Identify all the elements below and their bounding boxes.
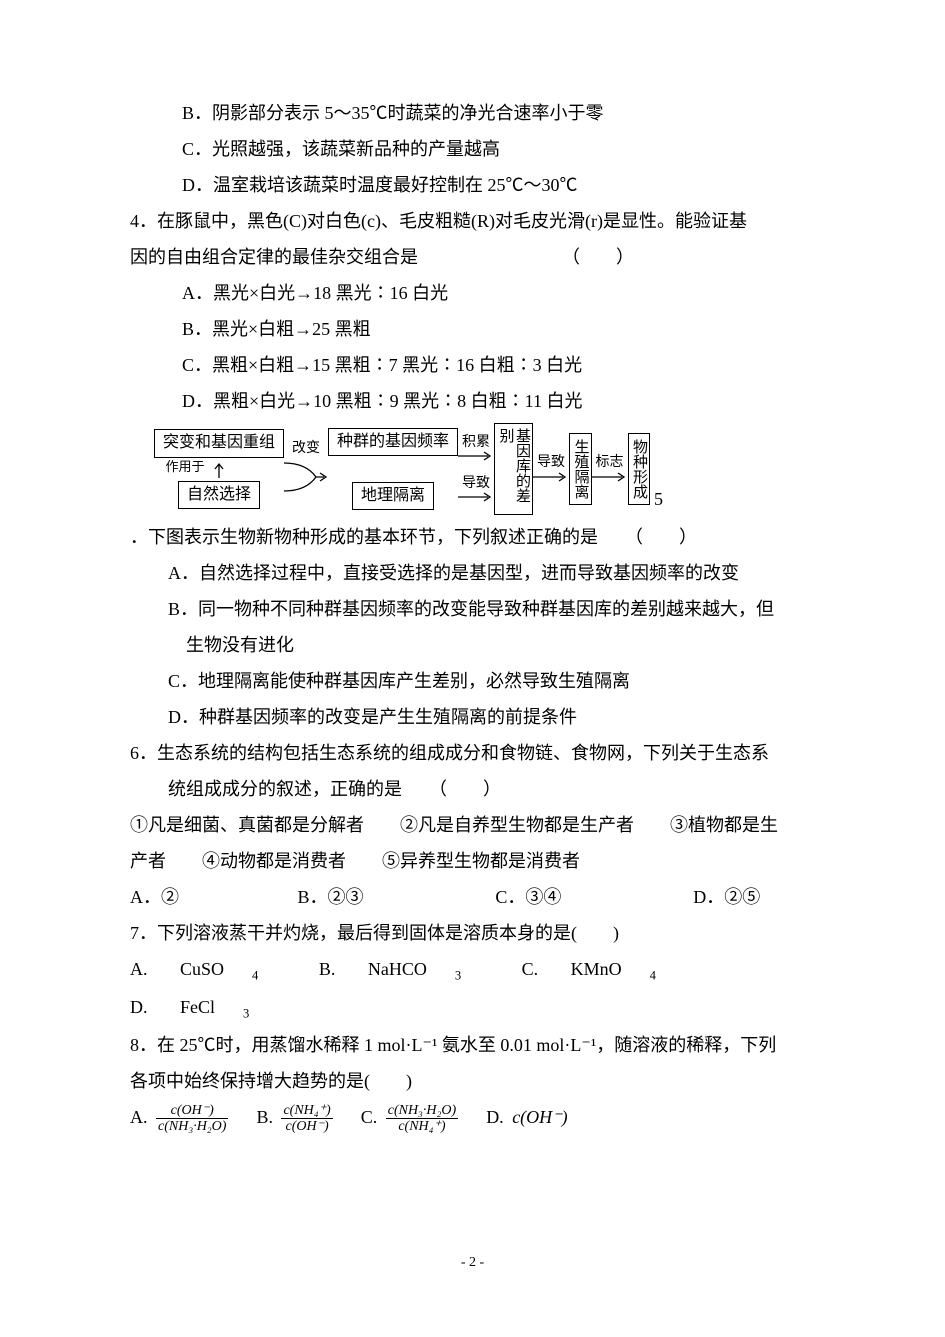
q8-stem-line2: 各项中始终保持增大趋势的是( ) xyxy=(130,1063,815,1099)
q6-statements-line2: 产者 ④动物都是消费者 ⑤异养型生物都是消费者 xyxy=(130,843,815,879)
q8-option-a: A. c(OH⁻)c(NH₃·H₂O) xyxy=(130,1099,228,1135)
arrow-accum: 积累 xyxy=(458,435,494,462)
q4-stem-line1: 4．在豚鼠中，黑色(C)对白色(c)、毛皮粗糙(R)对毛皮光滑(r)是显性。能验… xyxy=(130,203,815,239)
q5-option-b-line2: 生物没有进化 xyxy=(130,627,815,663)
label-mark: 标志 xyxy=(596,455,624,470)
box-mutation: 突变和基因重组 xyxy=(154,429,284,457)
q5-option-c: C．地理隔离能使种群基因库产生差别，必然导致生殖隔离 xyxy=(130,663,815,699)
q5-option-a: A．自然选择过程中，直接受选择的是基因型，进而导致基因频率的改变 xyxy=(130,555,815,591)
q6-options-row: A．② B．②③ C．③④ D．②⑤ xyxy=(130,879,815,915)
q3-option-b: B．阴影部分表示 5～35℃时蔬菜的净光合速率小于零 xyxy=(130,95,815,131)
label-change: 改变 xyxy=(292,441,320,456)
q7-option-b: B. NaHCO3 xyxy=(319,951,489,989)
q6-stem-line1: 6．生态系统的结构包括生态系统的组成成分和食物链、食物网，下列关于生态系 xyxy=(130,735,815,771)
q7-option-d: D. FeCl3 xyxy=(130,989,277,1027)
q8-option-b: B. c(NH₄⁺)c(OH⁻) xyxy=(256,1099,332,1135)
arrow-change: 改变 xyxy=(284,441,328,496)
q8-options-row: A. c(OH⁻)c(NH₃·H₂O) B. c(NH₄⁺)c(OH⁻) C. … xyxy=(130,1099,815,1135)
q7-option-a: A. CuSO4 xyxy=(130,951,286,989)
q8-option-c: C. c(NH₃·H₂O)c(NH₄⁺) xyxy=(361,1099,458,1135)
arrow-cause2: 导致 xyxy=(533,455,569,482)
arrow-mark: 标志 xyxy=(592,455,628,482)
q6-option-b: B．②③ xyxy=(297,879,495,915)
q4-option-a: A．黑光×白光→18 黑光∶16 白光 xyxy=(130,275,815,311)
q4-option-c: C．黑粗×白粗→15 黑粗∶7 黑光∶16 白粗∶3 白光 xyxy=(130,347,815,383)
q4-stem-line2: 因的自由组合定律的最佳杂交组合是 （ ） xyxy=(130,239,815,275)
box-reproductive-isolation: 生殖隔离 xyxy=(569,433,592,505)
q5-number: 5 xyxy=(650,481,663,519)
q6-statements-line1: ①凡是细菌、真菌都是分解者 ②凡是自养型生物都是生产者 ③植物都是生 xyxy=(130,807,815,843)
box-speciation: 物种形成 xyxy=(628,433,651,505)
flow-col-mid: 种群的基因频率 地理隔离 xyxy=(328,428,458,511)
q5-option-d: D．种群基因频率的改变是产生生殖隔离的前提条件 xyxy=(130,699,815,735)
q3-option-c: C．光照越强，该蔬菜新品种的产量越高 xyxy=(130,131,815,167)
q6-option-a: A．② xyxy=(130,879,297,915)
label-cause2: 导致 xyxy=(537,455,565,470)
q8-stem-line1: 8．在 25℃时，用蒸馏水稀释 1 mol·L⁻¹ 氨水至 0.01 mol·L… xyxy=(130,1027,815,1063)
box-gene-pool-diff: 基因库的差别 xyxy=(494,423,533,515)
q5-diagram-row: 突变和基因重组 作用于 自然选择 改变 种群的基因频率 地理隔离 积累 xyxy=(130,419,815,519)
box-gene-freq: 种群的基因频率 xyxy=(328,428,458,456)
speciation-flowchart: 突变和基因重组 作用于 自然选择 改变 种群的基因频率 地理隔离 积累 xyxy=(154,423,650,515)
box-geo-isolation: 地理隔离 xyxy=(352,482,434,510)
label-cause1: 导致 xyxy=(462,476,490,491)
q7-options-row: A. CuSO4 B. NaHCO3 C. KMnO4 D. FeCl3 xyxy=(130,951,815,1027)
q5-stem: ．下图表示生物新物种形成的基本环节，下列叙述正确的是 （ ） xyxy=(130,519,815,555)
q5-option-b-line1: B．同一物种不同种群基因频率的改变能导致种群基因库的差别越来越大，但 xyxy=(130,591,815,627)
q6-option-d: D．②⑤ xyxy=(693,879,815,915)
label-accum: 积累 xyxy=(462,435,490,450)
q3-option-d: D．温室栽培该蔬菜时温度最好控制在 25℃～30℃ xyxy=(130,167,815,203)
flow-col-left: 突变和基因重组 作用于 自然选择 xyxy=(154,429,284,509)
q6-stem-line2: 统组成成分的叙述，正确的是 （ ） xyxy=(130,771,815,807)
q8-option-d: D. c(OH⁻) xyxy=(486,1099,567,1135)
q7-stem: 7．下列溶液蒸干并灼烧，最后得到固体是溶质本身的是( ) xyxy=(130,915,815,951)
box-selection: 自然选择 xyxy=(178,481,260,509)
q6-option-c: C．③④ xyxy=(495,879,693,915)
q4-option-d: D．黑粗×白光→10 黑粗∶9 黑光∶8 白粗∶11 白光 xyxy=(130,383,815,419)
page-number: - 2 - xyxy=(0,1249,945,1277)
arrow-accum-cause: 积累 导致 xyxy=(458,435,494,504)
arrow-cause1: 导致 xyxy=(458,476,494,503)
label-act-on: 作用于 xyxy=(165,460,204,473)
q7-option-c: C. KMnO4 xyxy=(522,951,684,989)
q4-option-b: B．黑光×白粗→25 黑粗 xyxy=(130,311,815,347)
